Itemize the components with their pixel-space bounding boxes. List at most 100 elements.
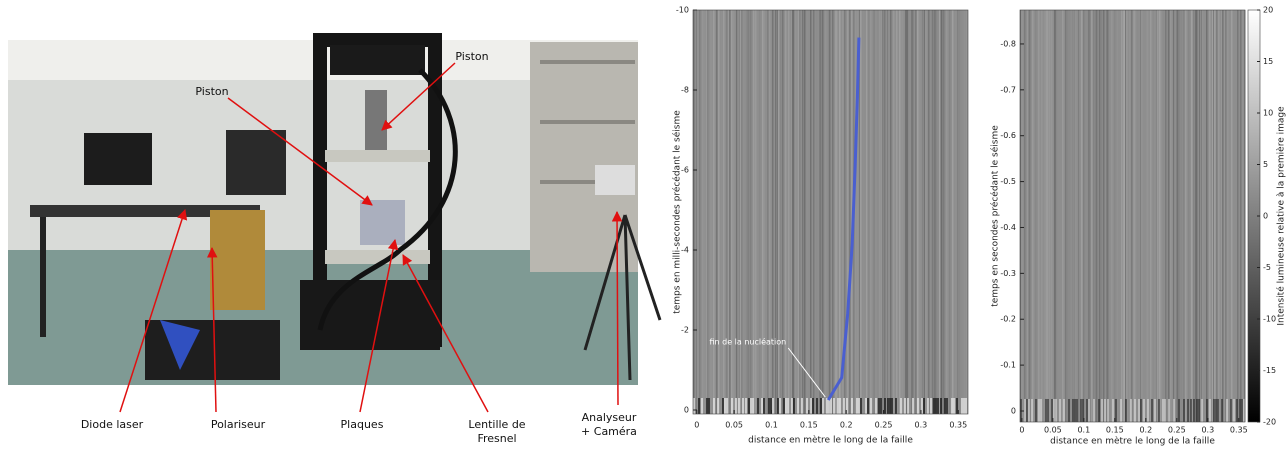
- texture: [708, 398, 710, 414]
- texture: [743, 10, 745, 414]
- texture: [953, 398, 955, 414]
- texture: [1027, 10, 1029, 422]
- texture: [761, 398, 763, 414]
- texture: [1068, 398, 1070, 422]
- texture: [706, 10, 708, 414]
- annotation-arrow: [787, 347, 826, 398]
- texture: [1140, 10, 1142, 422]
- texture: [963, 398, 965, 414]
- colorbar-label: Intensité lumineuse relative à la premiè…: [1276, 106, 1287, 326]
- texture: [752, 398, 754, 414]
- texture: [1202, 10, 1204, 422]
- x-tick-label: 0.2: [840, 421, 853, 430]
- texture: [1147, 10, 1149, 422]
- texture: [1243, 398, 1245, 422]
- texture: [1021, 10, 1023, 422]
- texture: [704, 10, 706, 414]
- texture: [940, 10, 942, 414]
- texture: [769, 10, 771, 414]
- colorbar-tick-label: -10: [1263, 315, 1276, 324]
- texture: [961, 398, 963, 414]
- texture: [1097, 10, 1099, 422]
- texture: [884, 398, 886, 414]
- texture: [1200, 10, 1202, 422]
- texture: [1101, 10, 1103, 422]
- texture: [1206, 398, 1208, 422]
- texture: [820, 10, 822, 414]
- texture: [799, 10, 801, 414]
- texture: [1047, 398, 1049, 422]
- x-tick-label: 0.15: [800, 421, 818, 430]
- texture: [783, 398, 785, 414]
- texture: [1053, 398, 1055, 422]
- texture: [911, 10, 913, 414]
- texture: [757, 10, 759, 414]
- texture: [1101, 398, 1103, 422]
- texture: [1154, 10, 1156, 422]
- texture: [932, 10, 934, 414]
- texture: [1196, 10, 1198, 422]
- texture: [1047, 10, 1049, 422]
- texture: [795, 10, 797, 414]
- photo-label: + Caméra: [581, 425, 637, 438]
- texture: [830, 398, 832, 414]
- texture: [1056, 10, 1058, 422]
- texture: [1062, 10, 1064, 422]
- texture: [1044, 10, 1046, 422]
- photo-label: Fresnel: [477, 432, 516, 445]
- texture: [768, 398, 770, 414]
- texture: [1174, 10, 1176, 422]
- x-tick-label: 0: [694, 421, 699, 430]
- texture: [927, 398, 929, 414]
- texture: [1112, 398, 1114, 422]
- texture: [899, 10, 901, 414]
- texture: [1166, 10, 1168, 422]
- texture: [935, 398, 937, 414]
- texture: [723, 10, 725, 414]
- texture: [816, 10, 818, 414]
- texture: [707, 10, 709, 414]
- y-tick-label: -10: [676, 6, 689, 15]
- texture: [785, 398, 787, 414]
- texture: [1131, 10, 1133, 422]
- texture: [753, 10, 755, 414]
- texture: [779, 10, 781, 414]
- texture: [698, 398, 700, 414]
- texture: [1049, 10, 1051, 422]
- texture: [1035, 398, 1037, 422]
- texture: [1138, 398, 1140, 422]
- texture: [1107, 10, 1109, 422]
- texture: [1137, 10, 1139, 422]
- y-tick-label: -0.3: [1000, 269, 1016, 278]
- texture: [1154, 398, 1156, 422]
- texture: [919, 10, 921, 414]
- texture: [893, 10, 895, 414]
- texture: [1046, 10, 1048, 422]
- texture: [701, 398, 703, 414]
- texture: [747, 10, 749, 414]
- texture: [1225, 10, 1227, 422]
- texture: [843, 398, 845, 414]
- y-tick-label: -8: [681, 86, 689, 95]
- texture: [1239, 398, 1241, 422]
- texture: [813, 10, 815, 414]
- texture: [1074, 10, 1076, 422]
- texture: [882, 10, 884, 414]
- texture: [1106, 10, 1108, 422]
- x-axis-label: distance en mètre le long de la faille: [1050, 436, 1215, 447]
- texture: [1020, 10, 1022, 422]
- texture: [765, 10, 767, 414]
- texture: [931, 10, 933, 414]
- texture: [1168, 398, 1170, 422]
- texture: [1233, 398, 1235, 422]
- texture: [770, 398, 772, 414]
- texture: [887, 398, 889, 414]
- texture: [746, 10, 748, 414]
- texture: [859, 10, 861, 414]
- texture: [1028, 398, 1030, 422]
- photo-label: Piston: [195, 85, 228, 98]
- texture: [1201, 10, 1203, 422]
- arrow: [359, 238, 399, 413]
- texture: [1134, 10, 1136, 422]
- texture: [1193, 398, 1195, 422]
